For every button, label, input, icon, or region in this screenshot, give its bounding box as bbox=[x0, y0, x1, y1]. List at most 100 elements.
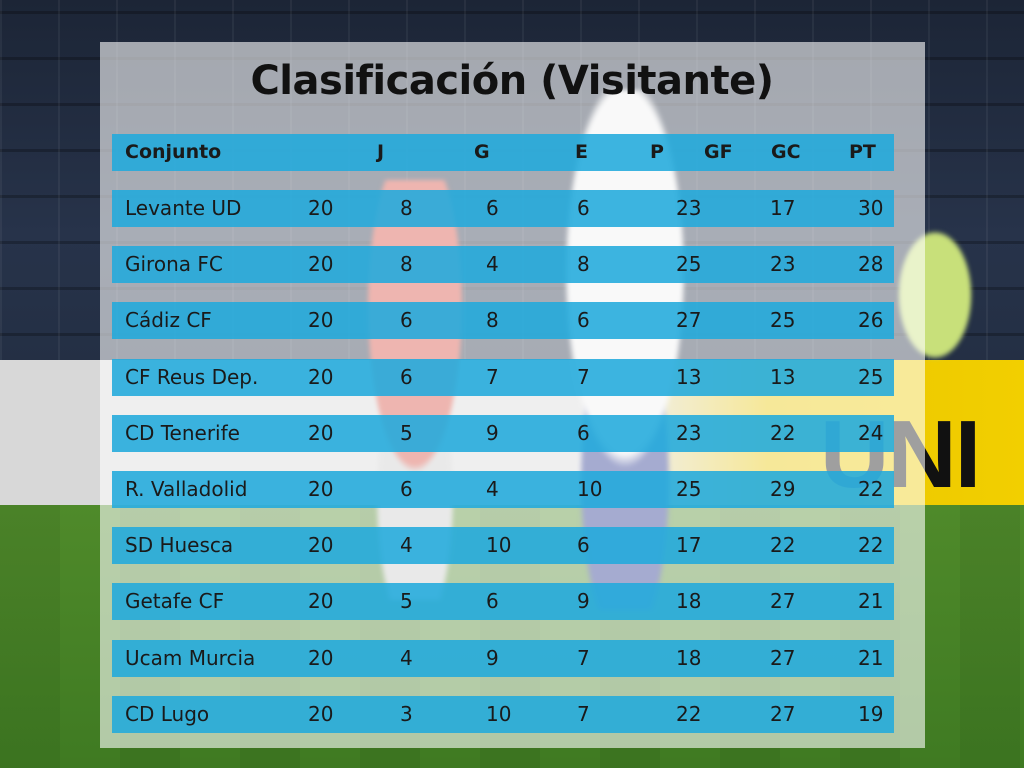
cell-p: 6 bbox=[577, 421, 590, 445]
cell-pt: 26 bbox=[858, 308, 884, 332]
cell-pt: 21 bbox=[858, 646, 884, 670]
table-row: SD Huesca 20 4 10 6 17 22 22 bbox=[112, 527, 894, 564]
cell-gc: 27 bbox=[770, 589, 796, 613]
cell-team: R. Valladolid bbox=[125, 477, 248, 501]
cell-gf: 13 bbox=[676, 365, 702, 389]
cell-gc: 22 bbox=[770, 421, 796, 445]
cell-pt: 28 bbox=[858, 252, 884, 276]
cell-gf: 23 bbox=[676, 196, 702, 220]
cell-p: 7 bbox=[577, 702, 590, 726]
cell-team: CD Lugo bbox=[125, 702, 210, 726]
table-row: Levante UD 20 8 6 6 23 17 30 bbox=[112, 190, 894, 227]
cell-pt: 21 bbox=[858, 589, 884, 613]
header-p: P bbox=[650, 141, 664, 163]
cell-j: 20 bbox=[308, 477, 334, 501]
cell-e: 10 bbox=[486, 533, 512, 557]
cell-p: 7 bbox=[577, 365, 590, 389]
cell-gc: 13 bbox=[770, 365, 796, 389]
cell-gc: 23 bbox=[770, 252, 796, 276]
cell-p: 6 bbox=[577, 196, 590, 220]
table-row: Getafe CF 20 5 6 9 18 27 21 bbox=[112, 583, 894, 620]
cell-team: Ucam Murcia bbox=[125, 646, 256, 670]
cell-p: 10 bbox=[577, 477, 603, 501]
cell-pt: 30 bbox=[858, 196, 884, 220]
cell-gc: 29 bbox=[770, 477, 796, 501]
cell-e: 4 bbox=[486, 252, 499, 276]
cell-g: 5 bbox=[400, 421, 413, 445]
table-row: CD Lugo 20 3 10 7 22 27 19 bbox=[112, 696, 894, 733]
cell-e: 6 bbox=[486, 589, 499, 613]
cell-j: 20 bbox=[308, 196, 334, 220]
cell-team: Girona FC bbox=[125, 252, 223, 276]
table-row: Ucam Murcia 20 4 9 7 18 27 21 bbox=[112, 640, 894, 677]
cell-gc: 27 bbox=[770, 646, 796, 670]
cell-g: 6 bbox=[400, 477, 413, 501]
cell-p: 9 bbox=[577, 589, 590, 613]
cell-g: 4 bbox=[400, 646, 413, 670]
cell-g: 6 bbox=[400, 365, 413, 389]
cell-p: 6 bbox=[577, 533, 590, 557]
cell-j: 20 bbox=[308, 589, 334, 613]
cell-gf: 23 bbox=[676, 421, 702, 445]
header-pt: PT bbox=[849, 141, 876, 163]
cell-team: Levante UD bbox=[125, 196, 242, 220]
cell-gf: 25 bbox=[676, 252, 702, 276]
cell-gf: 18 bbox=[676, 646, 702, 670]
cell-e: 7 bbox=[486, 365, 499, 389]
cell-j: 20 bbox=[308, 421, 334, 445]
cell-pt: 24 bbox=[858, 421, 884, 445]
table-row: Cádiz CF 20 6 8 6 27 25 26 bbox=[112, 302, 894, 339]
cell-p: 7 bbox=[577, 646, 590, 670]
table-header: Conjunto J G E P GF GC PT bbox=[112, 134, 894, 171]
header-team: Conjunto bbox=[125, 141, 222, 163]
cell-j: 20 bbox=[308, 308, 334, 332]
cell-pt: 25 bbox=[858, 365, 884, 389]
cell-g: 4 bbox=[400, 533, 413, 557]
header-gc: GC bbox=[771, 141, 801, 163]
cell-gc: 25 bbox=[770, 308, 796, 332]
header-g: G bbox=[474, 141, 490, 163]
cell-pt: 22 bbox=[858, 477, 884, 501]
header-e: E bbox=[575, 141, 588, 163]
cell-j: 20 bbox=[308, 365, 334, 389]
table-row: CF Reus Dep. 20 6 7 7 13 13 25 bbox=[112, 359, 894, 396]
cell-team: Cádiz CF bbox=[125, 308, 212, 332]
cell-gf: 25 bbox=[676, 477, 702, 501]
cell-pt: 19 bbox=[858, 702, 884, 726]
cell-j: 20 bbox=[308, 702, 334, 726]
cell-p: 6 bbox=[577, 308, 590, 332]
cell-g: 8 bbox=[400, 252, 413, 276]
cell-j: 20 bbox=[308, 533, 334, 557]
header-gf: GF bbox=[704, 141, 733, 163]
cell-gf: 18 bbox=[676, 589, 702, 613]
table-row: Girona FC 20 8 4 8 25 23 28 bbox=[112, 246, 894, 283]
cell-gf: 22 bbox=[676, 702, 702, 726]
cell-j: 20 bbox=[308, 252, 334, 276]
cell-gf: 27 bbox=[676, 308, 702, 332]
cell-g: 6 bbox=[400, 308, 413, 332]
cell-e: 10 bbox=[486, 702, 512, 726]
table-row: R. Valladolid 20 6 4 10 25 29 22 bbox=[112, 471, 894, 508]
cell-g: 5 bbox=[400, 589, 413, 613]
page-title: Clasificación (Visitante) bbox=[250, 58, 774, 104]
cell-g: 8 bbox=[400, 196, 413, 220]
cell-gc: 22 bbox=[770, 533, 796, 557]
header-j: J bbox=[377, 141, 385, 163]
cell-team: CF Reus Dep. bbox=[125, 365, 259, 389]
cell-team: Getafe CF bbox=[125, 589, 225, 613]
cell-j: 20 bbox=[308, 646, 334, 670]
cell-e: 8 bbox=[486, 308, 499, 332]
cell-p: 8 bbox=[577, 252, 590, 276]
cell-gc: 17 bbox=[770, 196, 796, 220]
table-row: CD Tenerife 20 5 9 6 23 22 24 bbox=[112, 415, 894, 452]
cell-team: CD Tenerife bbox=[125, 421, 240, 445]
cell-e: 9 bbox=[486, 646, 499, 670]
cell-e: 6 bbox=[486, 196, 499, 220]
cell-gc: 27 bbox=[770, 702, 796, 726]
cell-pt: 22 bbox=[858, 533, 884, 557]
cell-team: SD Huesca bbox=[125, 533, 234, 557]
cell-e: 9 bbox=[486, 421, 499, 445]
cell-e: 4 bbox=[486, 477, 499, 501]
cell-gf: 17 bbox=[676, 533, 702, 557]
cell-g: 3 bbox=[400, 702, 413, 726]
